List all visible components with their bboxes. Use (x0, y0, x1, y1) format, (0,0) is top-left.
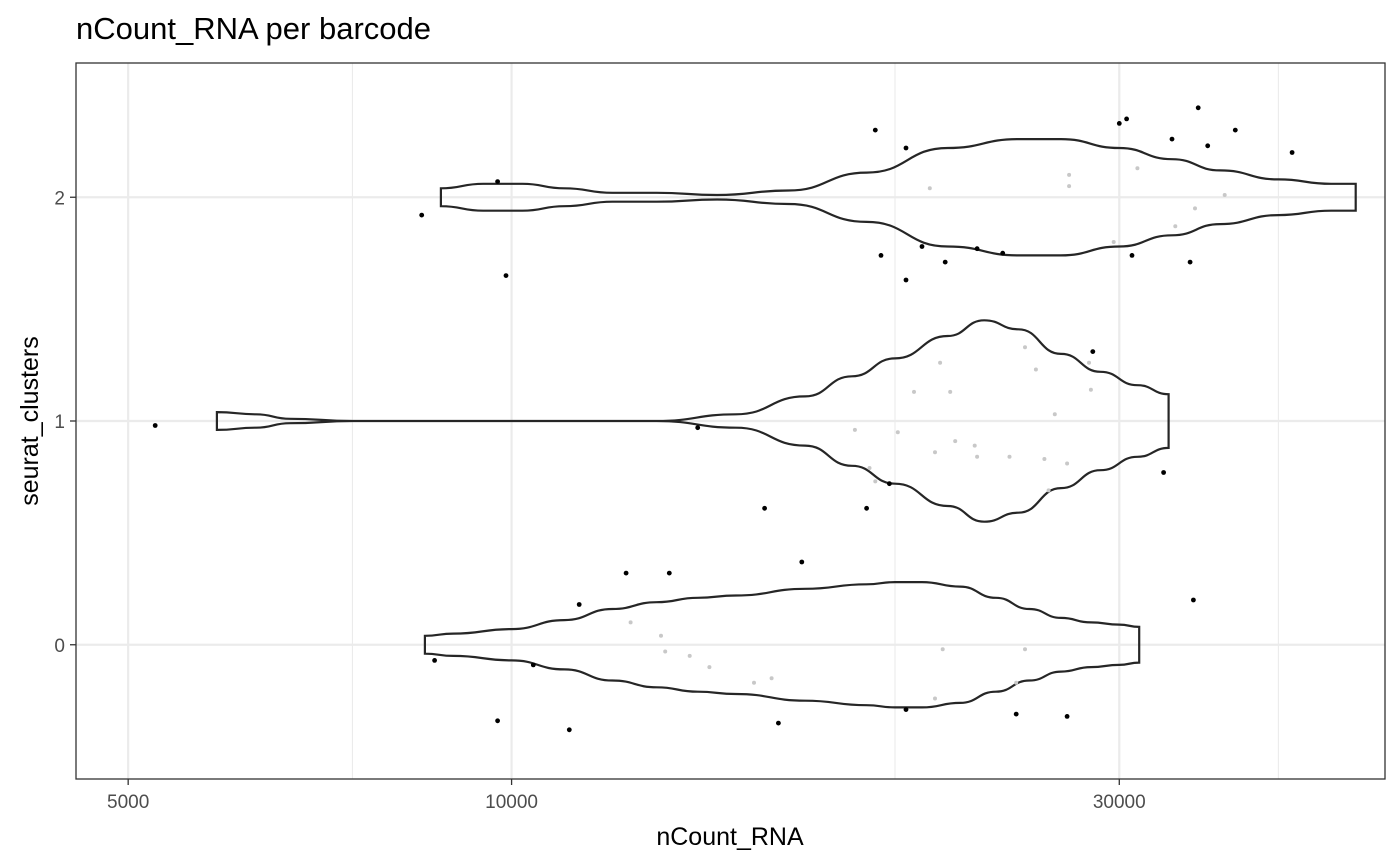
data-point (1116, 121, 1122, 126)
y-tick-label: 2 (54, 188, 65, 209)
data-point (852, 427, 857, 432)
data-point (432, 658, 437, 663)
violin-cluster-2 (439, 138, 1357, 257)
data-point (938, 360, 943, 365)
data-point (1014, 680, 1019, 685)
x-tick-label: 5000 (107, 792, 149, 813)
data-point (762, 505, 767, 511)
data-point (1191, 597, 1196, 603)
data-point (953, 439, 958, 444)
data-point (1289, 150, 1295, 155)
data-point (975, 454, 980, 459)
data-point (933, 450, 937, 455)
data-point (1007, 454, 1012, 459)
data-point (576, 602, 582, 607)
data-point (1090, 349, 1096, 354)
data-point (1046, 488, 1051, 493)
data-point (1023, 647, 1027, 652)
data-point (799, 559, 805, 565)
data-point (873, 479, 878, 484)
data-point (1052, 412, 1057, 417)
data-point (1135, 166, 1140, 171)
x-tick-label: 10000 (485, 792, 538, 813)
data-point (1067, 184, 1072, 189)
data-point (872, 127, 878, 133)
data-point (1088, 387, 1093, 392)
data-point (940, 647, 945, 652)
data-point (867, 466, 872, 470)
data-point (663, 649, 668, 654)
x-axis-title: nCount_RNA (656, 823, 804, 851)
data-point (1187, 259, 1193, 265)
data-point (707, 665, 712, 670)
data-point (566, 727, 572, 733)
y-tick-label: 0 (54, 636, 65, 657)
data-point (1205, 143, 1211, 149)
data-point (878, 253, 884, 258)
data-point (919, 244, 925, 249)
data-point (903, 145, 909, 151)
data-point (1067, 172, 1072, 177)
data-point (887, 481, 892, 487)
data-point (1111, 240, 1116, 244)
data-point (503, 273, 509, 278)
y-axis-title: seurat_clusters (16, 336, 44, 506)
data-point (1124, 116, 1129, 122)
violin-cluster-1 (215, 319, 1170, 523)
data-point (1033, 367, 1038, 372)
data-point (1129, 253, 1135, 258)
data-point (903, 277, 909, 283)
data-point (495, 718, 500, 724)
x-tick-label: 30000 (1093, 792, 1146, 813)
data-point (495, 179, 500, 185)
data-point (895, 430, 900, 435)
data-point (912, 389, 916, 394)
chart-title: nCount_RNA per barcode (76, 11, 431, 46)
data-point (974, 246, 980, 252)
data-point (623, 570, 629, 576)
data-point (1023, 345, 1027, 350)
data-point (942, 259, 948, 265)
data-point (1193, 206, 1197, 211)
data-point (687, 653, 692, 658)
data-point (1065, 461, 1070, 466)
data-point (666, 570, 672, 576)
data-point (948, 389, 953, 394)
data-point (695, 425, 701, 431)
data-point (776, 720, 781, 726)
data-point (1222, 193, 1227, 197)
data-point (1195, 105, 1201, 111)
data-point (1169, 136, 1175, 142)
data-point (903, 707, 909, 712)
data-point (1161, 470, 1166, 475)
data-point (152, 423, 158, 428)
data-point (933, 696, 937, 701)
violins (215, 138, 1357, 709)
data-point (1000, 250, 1006, 256)
data-point (419, 212, 425, 218)
data-point (972, 443, 977, 448)
data-point (864, 505, 869, 511)
data-point (659, 633, 663, 638)
data-point (1087, 360, 1091, 365)
data-point (530, 662, 536, 668)
data-point (752, 680, 756, 685)
data-point (1064, 714, 1070, 719)
data-point (1232, 127, 1238, 133)
data-point (1173, 224, 1178, 229)
data-point (1042, 457, 1047, 461)
data-point (628, 620, 633, 625)
y-tick-label: 1 (54, 412, 65, 433)
violin-cluster-0 (423, 580, 1141, 709)
data-points (152, 105, 1295, 733)
data-point (1013, 711, 1019, 717)
data-point (927, 186, 932, 191)
data-point (769, 676, 774, 681)
axes: 5000 10000 30000 0 1 2 (54, 188, 1145, 813)
